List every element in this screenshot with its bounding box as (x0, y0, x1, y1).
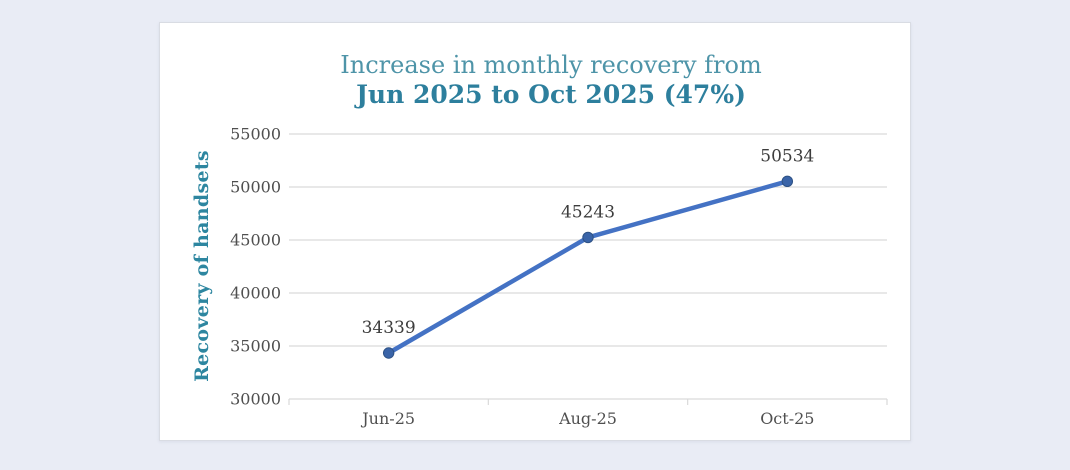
x-tick-label: Oct-25 (760, 409, 814, 428)
data-point-label: 45243 (561, 202, 615, 222)
chart-title-line1: Increase in monthly recovery from (340, 51, 762, 79)
data-point-label: 34339 (362, 318, 416, 338)
y-tick-label: 55000 (230, 125, 281, 144)
x-tick-label: Aug-25 (558, 409, 617, 428)
data-point-label: 50534 (760, 146, 814, 166)
y-tick-label: 45000 (230, 231, 281, 250)
y-tick-label: 35000 (230, 337, 281, 356)
data-point-marker (582, 231, 594, 244)
chart-title: Increase in monthly recovery from Jun 20… (192, 51, 910, 111)
y-tick-label: 50000 (230, 178, 281, 197)
data-point-marker (781, 175, 794, 188)
chart-title-line2: Jun 2025 to Oct 2025 (47%) (356, 80, 746, 110)
x-tick-label: Jun-25 (360, 409, 415, 428)
y-tick-label: 30000 (230, 390, 281, 409)
data-point-marker (382, 347, 395, 359)
y-tick-label: 40000 (230, 284, 281, 303)
chart-card: Increase in monthly recovery from Jun 20… (159, 22, 911, 441)
line-chart-plot-area: 30000 35000 40000 45000 50000 55000 Jun-25 Aug-… (230, 125, 888, 428)
